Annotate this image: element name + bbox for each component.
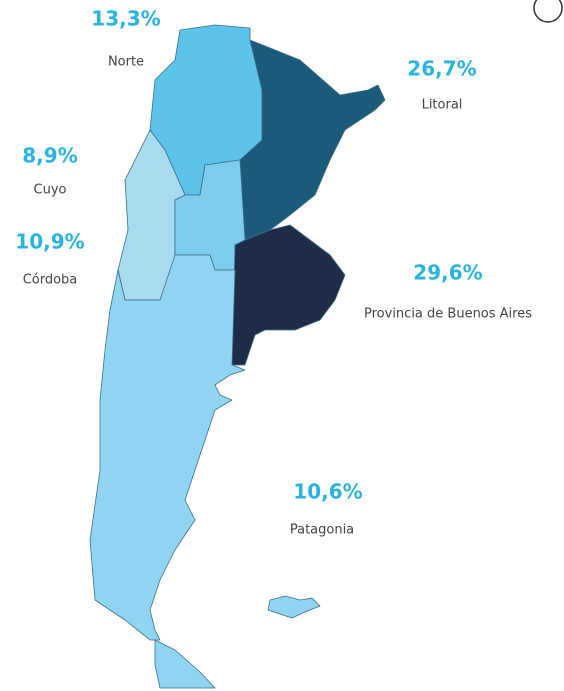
icon[interactable] bbox=[533, 0, 563, 23]
region-name: Patagonia bbox=[290, 523, 354, 538]
region-name: Litoral bbox=[422, 98, 463, 113]
region-name: Córdoba bbox=[23, 273, 78, 288]
islands bbox=[267, 595, 321, 619]
region bbox=[239, 39, 386, 241]
region-name: Provincia de Buenos Aires bbox=[364, 307, 532, 322]
region-share: 29,6% bbox=[413, 261, 482, 285]
region-share: 13,3% bbox=[91, 7, 160, 31]
region-share: 10,6% bbox=[293, 480, 362, 504]
region-name: Cuyo bbox=[34, 183, 67, 198]
region-share: 8,9% bbox=[22, 144, 77, 168]
tierra-del-fuego bbox=[154, 639, 216, 689]
region-name: Norte bbox=[108, 55, 144, 70]
region-share: 26,7% bbox=[407, 57, 476, 81]
region-share: 10,9% bbox=[15, 230, 84, 254]
region bbox=[89, 254, 246, 641]
region bbox=[231, 224, 346, 366]
